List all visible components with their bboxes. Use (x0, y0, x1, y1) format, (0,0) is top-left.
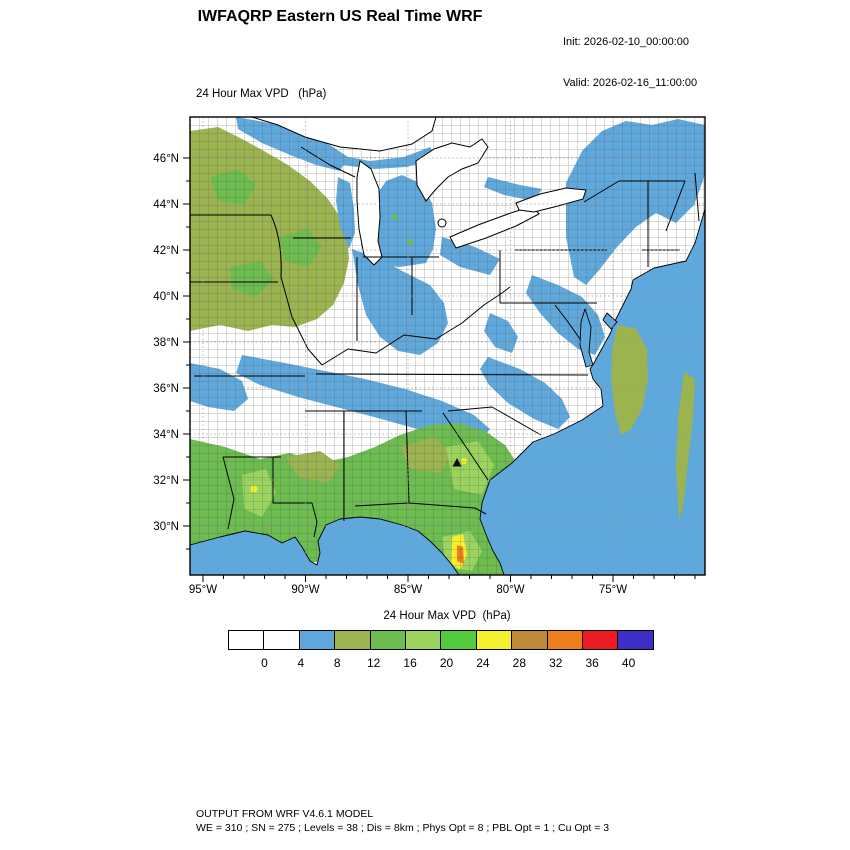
colorbar-swatch (334, 630, 371, 650)
state-borders (190, 146, 700, 538)
lake-ontario (515, 187, 587, 213)
ocean-layer (190, 208, 705, 575)
footer-config-line: WE = 310 ; SN = 275 ; Levels = 38 ; Dis … (196, 822, 610, 834)
colorbar-tick-label: 36 (585, 656, 599, 670)
lat-axis-labels: 46°N 44°N 42°N 40°N 38°N 36°N 34°N 32°N … (153, 153, 179, 533)
colorbar-swatch (582, 630, 619, 650)
colorbar-tick-label: 16 (403, 656, 417, 670)
colorbar-tick-label: 4 (297, 656, 305, 670)
lat-tick-label: 32°N (153, 475, 179, 487)
footer-model-line: OUTPUT FROM WRF V4.6.1 MODEL (196, 808, 374, 820)
colorbar-swatch (475, 630, 513, 650)
colorbar-swatch (369, 630, 407, 650)
lake-erie (449, 205, 540, 249)
chesapeake-bay (579, 308, 594, 368)
field-label: 24 Hour Max VPD (hPa) (196, 88, 327, 100)
colorbar-tick-label: 20 (439, 656, 454, 670)
colorbar-tick-label: 12 (366, 656, 381, 670)
lat-tick-label: 34°N (153, 429, 179, 441)
map-plot: 46°N 44°N 42°N 40°N 38°N 36°N 34°N 32°N … (153, 116, 706, 596)
lon-tick-label: 90°W (291, 584, 319, 596)
axis-major-ticks (183, 157, 614, 582)
run-times: Init: 2026-02-10_00:00:00 Valid: 2026-02… (563, 9, 697, 117)
colorbar-swatch (228, 630, 265, 650)
lake-michigan (356, 160, 383, 266)
colorbar (228, 630, 654, 650)
colorbar-tick-label: 24 (476, 656, 490, 670)
colorbar-swatch (546, 630, 584, 650)
lat-tick-label: 36°N (153, 383, 179, 395)
lake-huron (415, 138, 489, 202)
atlantic-ocean (479, 208, 705, 575)
colorbar-swatch (511, 630, 548, 650)
init-time: Init: 2026-02-10_00:00:00 (563, 36, 689, 48)
lon-axis-labels: 95°W 90°W 85°W 80°W 75°W (189, 584, 627, 596)
delaware-bay (602, 312, 618, 330)
lake-superior (251, 117, 437, 152)
lat-tick-label: 40°N (153, 291, 179, 303)
lat-tick-label: 30°N (153, 521, 179, 533)
colorbar-tick-label: 8 (333, 656, 341, 670)
figure-title: IWFAQRP Eastern US Real Time WRF (197, 8, 483, 25)
colorbar-tick-label: 28 (512, 656, 527, 670)
lat-tick-label: 42°N (153, 245, 179, 257)
lon-tick-label: 75°W (599, 584, 627, 596)
lake-st-clair (437, 218, 447, 228)
lat-tick-label: 38°N (153, 337, 179, 349)
colorbar-labels: 0 4 8 12 16 20 24 28 32 36 40 (228, 656, 666, 672)
axis-minor-ticks (186, 180, 696, 579)
colorbar-swatch (263, 630, 300, 650)
lon-tick-label: 85°W (394, 584, 422, 596)
offshore-vpd-patch (611, 325, 648, 435)
lon-tick-label: 95°W (189, 584, 217, 596)
gulf-of-mexico (190, 516, 460, 575)
colorbar-tick-label: 32 (549, 656, 563, 670)
map-frame (189, 116, 706, 576)
colorbar-swatch (298, 630, 336, 650)
colorbar-swatch (440, 630, 477, 650)
colorbar-swatch (405, 630, 442, 650)
lat-tick-label: 44°N (153, 199, 179, 211)
great-lakes (251, 117, 587, 266)
colorbar-swatch (617, 630, 654, 650)
lat-tick-label: 46°N (153, 153, 179, 165)
colorbar-title: 24 Hour Max VPD (hPa) (383, 610, 511, 622)
colorbar-tick-label: 0 (261, 656, 268, 670)
offshore-vpd-patch-east (676, 372, 695, 520)
site-marker (452, 458, 462, 467)
lon-tick-label: 80°W (496, 584, 524, 596)
valid-time: Valid: 2026-02-16_11:00:00 (563, 76, 698, 89)
colorbar-tick-label: 40 (621, 656, 636, 670)
